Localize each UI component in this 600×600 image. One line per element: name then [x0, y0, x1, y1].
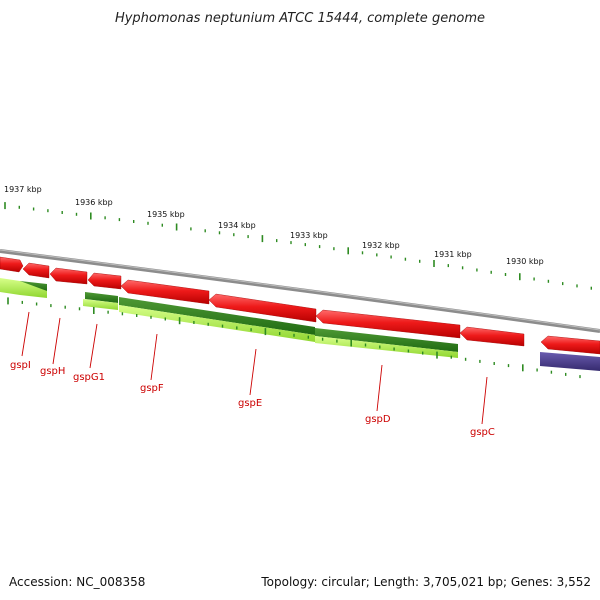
leader-line-gspE	[249, 348, 257, 396]
ruler-label-1935: 1935 kbp	[147, 210, 185, 219]
map-title: Hyphomonas neptunium ATCC 15444, complet…	[115, 11, 485, 26]
feature-segment	[119, 297, 315, 335]
gene-label-gspF: gspF	[140, 383, 164, 394]
genome-backbone-highlight	[0, 249, 600, 331]
cds-arrow	[315, 309, 461, 339]
gene-label-gspG1: gspG1	[73, 372, 105, 383]
cds-arrow	[87, 272, 122, 290]
cds-arrow	[459, 326, 525, 347]
genome-summary-text: Topology: circular; Length: 3,705,021 bp…	[260, 575, 591, 589]
ruler-label-1931: 1931 kbp	[434, 250, 472, 259]
accession-text: Accession: NC_008358	[9, 575, 145, 589]
outer-tick-ruler	[4, 202, 592, 290]
cds-arrow	[208, 293, 317, 323]
gene-label-gspI: gspI	[10, 360, 31, 371]
leader-line-gspF	[150, 333, 158, 381]
gene-leader-lines	[21, 311, 488, 425]
leader-line-gspH	[52, 317, 61, 365]
ruler-label-1934: 1934 kbp	[218, 221, 256, 230]
leader-line-gspI	[21, 311, 30, 357]
leader-line-gspC	[481, 376, 488, 425]
ruler-label-1937: 1937 kbp	[4, 185, 42, 194]
leader-line-gspD	[376, 364, 383, 412]
inner-tick-ruler	[7, 297, 581, 379]
gene-labels: gspI gspH gspG1 gspF gspE gspD gspC	[10, 360, 495, 438]
cds-arrow	[540, 335, 600, 355]
gene-label-gspH: gspH	[40, 366, 65, 377]
feature-segment	[315, 328, 458, 352]
cds-arrow	[22, 262, 50, 279]
ruler-label-1932: 1932 kbp	[362, 241, 400, 250]
ruler-labels: 1937 kbp 1936 kbp 1935 kbp 1934 kbp 1933…	[4, 185, 544, 266]
purple-feature	[540, 352, 600, 371]
feature-segment	[85, 292, 118, 303]
gene-label-gspD: gspD	[365, 414, 391, 425]
cds-arrow	[120, 279, 210, 305]
cds-arrow	[0, 256, 24, 273]
gene-label-gspC: gspC	[470, 427, 495, 438]
cds-arrow	[49, 267, 88, 285]
forward-cds-track	[0, 256, 600, 355]
ruler-label-1933: 1933 kbp	[290, 231, 328, 240]
dark-green-feature-track	[20, 281, 458, 352]
leader-line-gspG1	[89, 323, 98, 369]
genome-backbone	[0, 249, 600, 333]
feature-segment	[0, 278, 47, 298]
ruler-label-1930: 1930 kbp	[506, 257, 544, 266]
ruler-label-1936: 1936 kbp	[75, 198, 113, 207]
gene-label-gspE: gspE	[238, 398, 262, 409]
feature-segment	[83, 299, 118, 310]
